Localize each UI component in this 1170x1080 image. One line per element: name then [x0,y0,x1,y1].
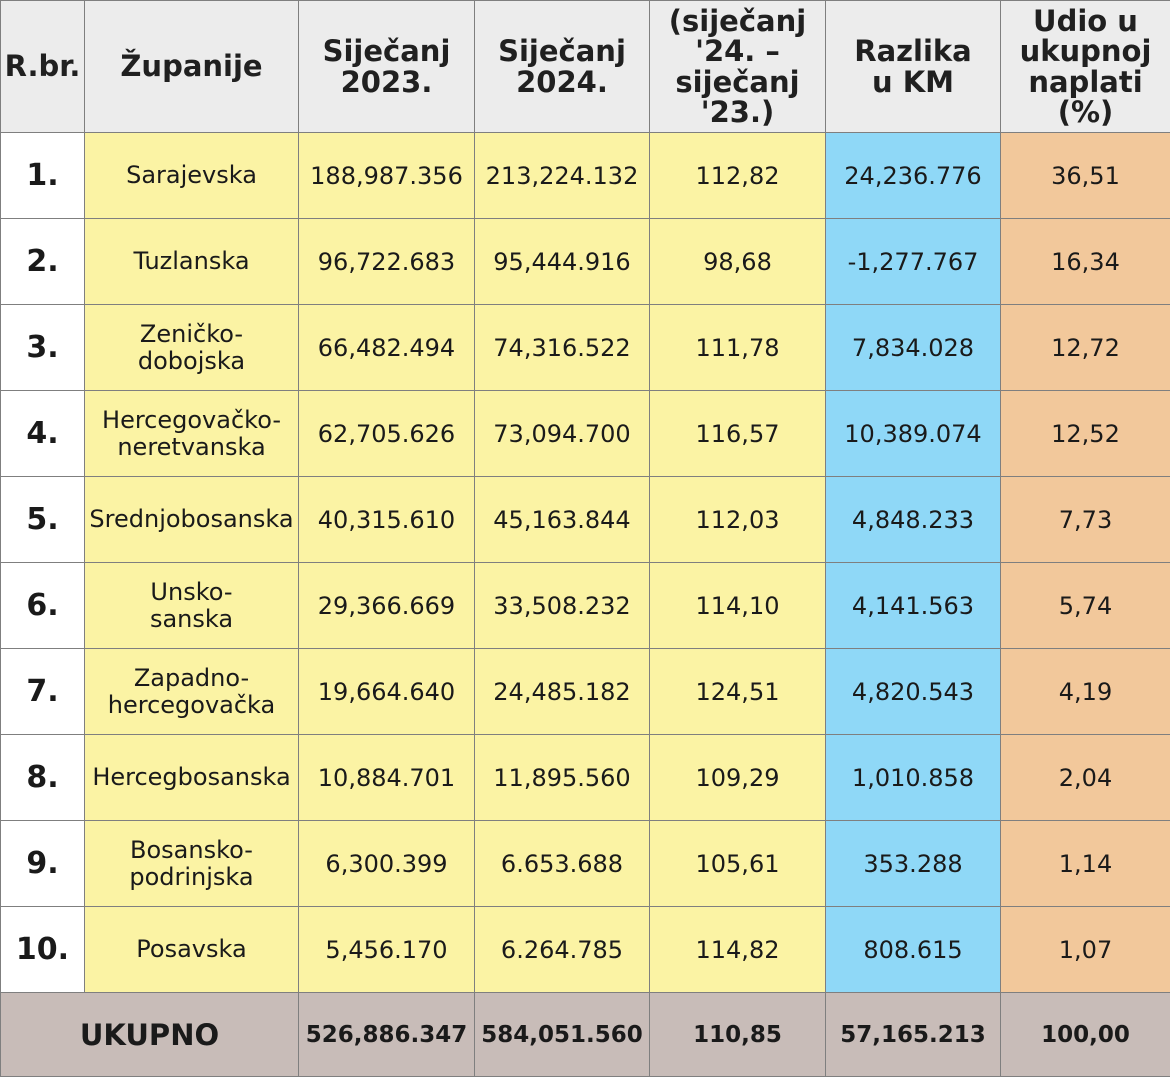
share-value: 12,72 [1000,304,1170,391]
value-2024: 45,163.844 [474,476,650,563]
row-number: 5. [0,476,85,563]
header-index: (siječanj '24. – siječanj '23.) [649,0,826,133]
total-2023: 526,886.347 [298,992,475,1077]
total-2024: 584,051.560 [474,992,650,1077]
table-row: 1. Sarajevska 188,987.356 213,224.132 11… [0,132,1170,219]
value-2023: 188,987.356 [298,132,475,219]
difference-value: 4,141.563 [825,562,1001,649]
table-row: 3. Zeničko- dobojska 66,482.494 74,316.5… [0,304,1170,391]
table-row: 5. Srednjobosanska 40,315.610 45,163.844… [0,476,1170,563]
value-2023: 19,664.640 [298,648,475,735]
header-sijecanj-2023: Siječanj 2023. [298,0,475,133]
table-footer: UKUPNO 526,886.347 584,051.560 110,85 57… [0,992,1170,1077]
value-2024: 73,094.700 [474,390,650,477]
canton-name: Hercegbosanska [84,734,299,821]
value-2024: 11,895.560 [474,734,650,821]
table-row: 4. Hercegovačko- neretvanska 62,705.626 … [0,390,1170,477]
share-value: 1,07 [1000,906,1170,993]
row-number: 3. [0,304,85,391]
value-2023: 29,366.669 [298,562,475,649]
share-value: 7,73 [1000,476,1170,563]
index-value: 112,03 [649,476,826,563]
header-zupanije: Županije [84,0,299,133]
value-2024: 33,508.232 [474,562,650,649]
value-2023: 40,315.610 [298,476,475,563]
share-value: 4,19 [1000,648,1170,735]
canton-name: Posavska [84,906,299,993]
row-number: 6. [0,562,85,649]
value-2023: 10,884.701 [298,734,475,821]
header-rbr: R.br. [0,0,85,133]
index-value: 124,51 [649,648,826,735]
canton-name: Zapadno- hercegovačka [84,648,299,735]
index-value: 114,10 [649,562,826,649]
difference-value: 7,834.028 [825,304,1001,391]
value-2023: 6,300.399 [298,820,475,907]
row-number: 1. [0,132,85,219]
canton-name: Tuzlanska [84,218,299,305]
header-sijecanj-2024: Siječanj 2024. [474,0,650,133]
row-number: 8. [0,734,85,821]
difference-value: 808.615 [825,906,1001,993]
header-razlika: Razlika u KM [825,0,1001,133]
total-index: 110,85 [649,992,826,1077]
difference-value: 4,820.543 [825,648,1001,735]
table-row: 7. Zapadno- hercegovačka 19,664.640 24,4… [0,648,1170,735]
difference-value: 1,010.858 [825,734,1001,821]
value-2024: 6.264.785 [474,906,650,993]
row-number: 2. [0,218,85,305]
value-2023: 66,482.494 [298,304,475,391]
value-2023: 5,456.170 [298,906,475,993]
table-header: R.br. Županije Siječanj 2023. Siječanj 2… [0,0,1170,133]
canton-name: Sarajevska [84,132,299,219]
table-row: 6. Unsko- sanska 29,366.669 33,508.232 1… [0,562,1170,649]
table-row: 9. Bosansko- podrinjska 6,300.399 6.653.… [0,820,1170,907]
value-2024: 6.653.688 [474,820,650,907]
row-number: 7. [0,648,85,735]
index-value: 116,57 [649,390,826,477]
value-2023: 62,705.626 [298,390,475,477]
table-row: 8. Hercegbosanska 10,884.701 11,895.560 … [0,734,1170,821]
total-difference: 57,165.213 [825,992,1001,1077]
table-row: 10. Posavska 5,456.170 6.264.785 114,82 … [0,906,1170,993]
share-value: 12,52 [1000,390,1170,477]
canton-name: Zeničko- dobojska [84,304,299,391]
difference-value: 10,389.074 [825,390,1001,477]
index-value: 112,82 [649,132,826,219]
index-value: 109,29 [649,734,826,821]
total-label: UKUPNO [0,992,299,1077]
canton-name: Srednjobosanska [84,476,299,563]
share-value: 2,04 [1000,734,1170,821]
difference-value: -1,277.767 [825,218,1001,305]
value-2024: 213,224.132 [474,132,650,219]
canton-name: Hercegovačko- neretvanska [84,390,299,477]
row-number: 9. [0,820,85,907]
canton-name: Unsko- sanska [84,562,299,649]
row-number: 10. [0,906,85,993]
row-number: 4. [0,390,85,477]
share-value: 1,14 [1000,820,1170,907]
index-value: 114,82 [649,906,826,993]
share-value: 5,74 [1000,562,1170,649]
share-value: 16,34 [1000,218,1170,305]
index-value: 98,68 [649,218,826,305]
difference-value: 4,848.233 [825,476,1001,563]
total-share: 100,00 [1000,992,1170,1077]
header-udio: Udio u ukupnoj naplati (%) [1000,0,1170,133]
value-2024: 24,485.182 [474,648,650,735]
value-2023: 96,722.683 [298,218,475,305]
share-value: 36,51 [1000,132,1170,219]
index-value: 105,61 [649,820,826,907]
table-row: 2. Tuzlanska 96,722.683 95,444.916 98,68… [0,218,1170,305]
index-value: 111,78 [649,304,826,391]
value-2024: 74,316.522 [474,304,650,391]
difference-value: 353.288 [825,820,1001,907]
difference-value: 24,236.776 [825,132,1001,219]
value-2024: 95,444.916 [474,218,650,305]
total-row: UKUPNO 526,886.347 584,051.560 110,85 57… [0,992,1170,1077]
canton-name: Bosansko- podrinjska [84,820,299,907]
table-body: 1. Sarajevska 188,987.356 213,224.132 11… [0,132,1170,993]
header-row: R.br. Županije Siječanj 2023. Siječanj 2… [0,0,1170,133]
